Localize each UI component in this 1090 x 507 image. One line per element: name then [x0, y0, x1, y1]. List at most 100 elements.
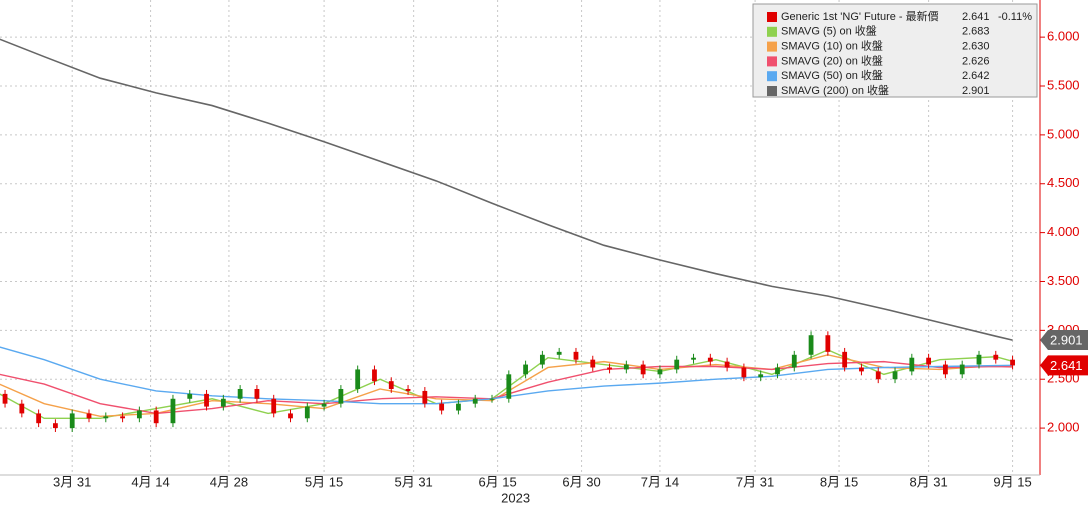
- x-tick-label: 8月 15: [820, 474, 858, 489]
- candle-body: [456, 403, 461, 411]
- x-tick-label: 4月 28: [210, 474, 248, 489]
- candle-body: [909, 357, 915, 372]
- candle-body: [53, 423, 58, 429]
- ma-line: [0, 354, 1013, 418]
- candle-body: [825, 335, 831, 352]
- candle-body: [523, 364, 528, 375]
- legend-label: SMAVG (5) on 收盤: [781, 24, 877, 38]
- ma-line: [0, 38, 1013, 341]
- x-tick-label: 7月 14: [641, 474, 679, 489]
- price-tag-label: 2.901: [1050, 332, 1083, 347]
- y-tick-label: 4.500: [1047, 175, 1080, 190]
- legend-box: [752, 3, 1038, 98]
- candle-body: [556, 351, 562, 355]
- legend-swatch: [767, 71, 777, 82]
- legend-swatch: [767, 86, 777, 96]
- legend-swatch: [767, 56, 777, 67]
- x-tick-label: 4月 14: [131, 474, 169, 489]
- candle-body: [640, 364, 646, 375]
- legend-value: 2.626: [962, 55, 990, 67]
- candle-body: [506, 374, 512, 399]
- x-tick-label: 6月 15: [478, 474, 516, 489]
- candle-body: [136, 410, 142, 419]
- candle-body: [86, 413, 92, 419]
- candle-body: [36, 413, 42, 424]
- candle-body: [338, 388, 344, 404]
- candle-body: [2, 393, 8, 404]
- candle-body: [472, 398, 478, 404]
- candle-body: [1010, 359, 1015, 366]
- candle-body: [103, 416, 109, 419]
- candle-body: [405, 388, 411, 391]
- y-tick-label: 3.500: [1047, 273, 1080, 288]
- candle-body: [288, 413, 293, 419]
- candle-body: [808, 335, 814, 355]
- candle-body: [388, 381, 394, 389]
- legend-swatch: [767, 12, 777, 22]
- candle-body: [943, 364, 948, 375]
- ma-line: [0, 360, 1013, 415]
- legend-value: 2.630: [962, 41, 990, 53]
- candle-body: [439, 403, 445, 411]
- candle-body: [842, 351, 848, 368]
- x-tick-label: 7月 31: [736, 474, 774, 489]
- legend-swatch: [767, 41, 777, 52]
- candle-body: [657, 369, 663, 375]
- legend-swatch: [767, 26, 777, 37]
- legend-label: SMAVG (20) on 收盤: [781, 53, 883, 67]
- legend-label: SMAVG (10) on 收盤: [781, 39, 883, 53]
- y-tick-label: 5.500: [1047, 77, 1080, 92]
- legend-change: -0.11%: [998, 11, 1032, 23]
- ma-line: [0, 346, 1013, 405]
- candle-body: [170, 398, 176, 424]
- candle-body: [607, 367, 612, 370]
- candle-body: [758, 374, 764, 378]
- candle-body: [304, 406, 310, 419]
- candle-body: [573, 351, 579, 360]
- price-tag: [1040, 330, 1088, 351]
- candle-body: [19, 403, 25, 414]
- candle-body: [590, 359, 596, 368]
- candle-body: [69, 413, 75, 429]
- legend-value: 2.683: [962, 26, 990, 38]
- candle-body: [422, 390, 428, 404]
- candle-body: [271, 398, 277, 414]
- x-tick-label: 9月 15: [993, 474, 1031, 489]
- candle-body: [959, 364, 965, 375]
- candle-body: [120, 416, 125, 419]
- candle-body: [187, 393, 193, 399]
- candle-body: [724, 361, 730, 368]
- candle-body: [355, 369, 361, 389]
- legend: Generic 1st 'NG' Future - 最新價 2.641 -0.11%…: [752, 3, 1038, 98]
- candle-body: [153, 410, 159, 424]
- legend-value: 2.901: [962, 85, 990, 97]
- x-tick-label: 8月 31: [909, 474, 947, 489]
- candle-body: [674, 359, 680, 370]
- x-year-label: 2023: [501, 490, 530, 505]
- candle-body: [220, 398, 226, 407]
- price-tag-label: 2.641: [1050, 358, 1083, 373]
- legend-label: Generic 1st 'NG' Future - 最新價: [781, 9, 939, 23]
- candle-body: [707, 357, 713, 362]
- x-tick-label: 6月 30: [562, 474, 600, 489]
- candle-body: [993, 354, 999, 360]
- legend-value: 2.641: [962, 11, 990, 23]
- candle-body: [892, 371, 898, 380]
- candle-body: [875, 371, 881, 380]
- candle-body: [926, 357, 932, 365]
- candle-body: [254, 388, 260, 399]
- legend-label: SMAVG (50) on 收盤: [781, 68, 883, 82]
- candle-body: [976, 354, 982, 365]
- candle-body: [741, 367, 747, 378]
- candle-body: [204, 393, 209, 407]
- x-tick-label: 3月 31: [53, 474, 91, 489]
- candle-body: [489, 398, 495, 400]
- candle-body: [791, 354, 797, 368]
- y-tick-label: 5.000: [1047, 126, 1080, 141]
- y-tick-label: 6.000: [1047, 29, 1080, 44]
- price-tag: [1040, 355, 1088, 376]
- candle-body: [539, 354, 545, 365]
- legend-label: SMAVG (200) on 收盤: [781, 83, 889, 97]
- x-tick-label: 5月 15: [305, 474, 343, 489]
